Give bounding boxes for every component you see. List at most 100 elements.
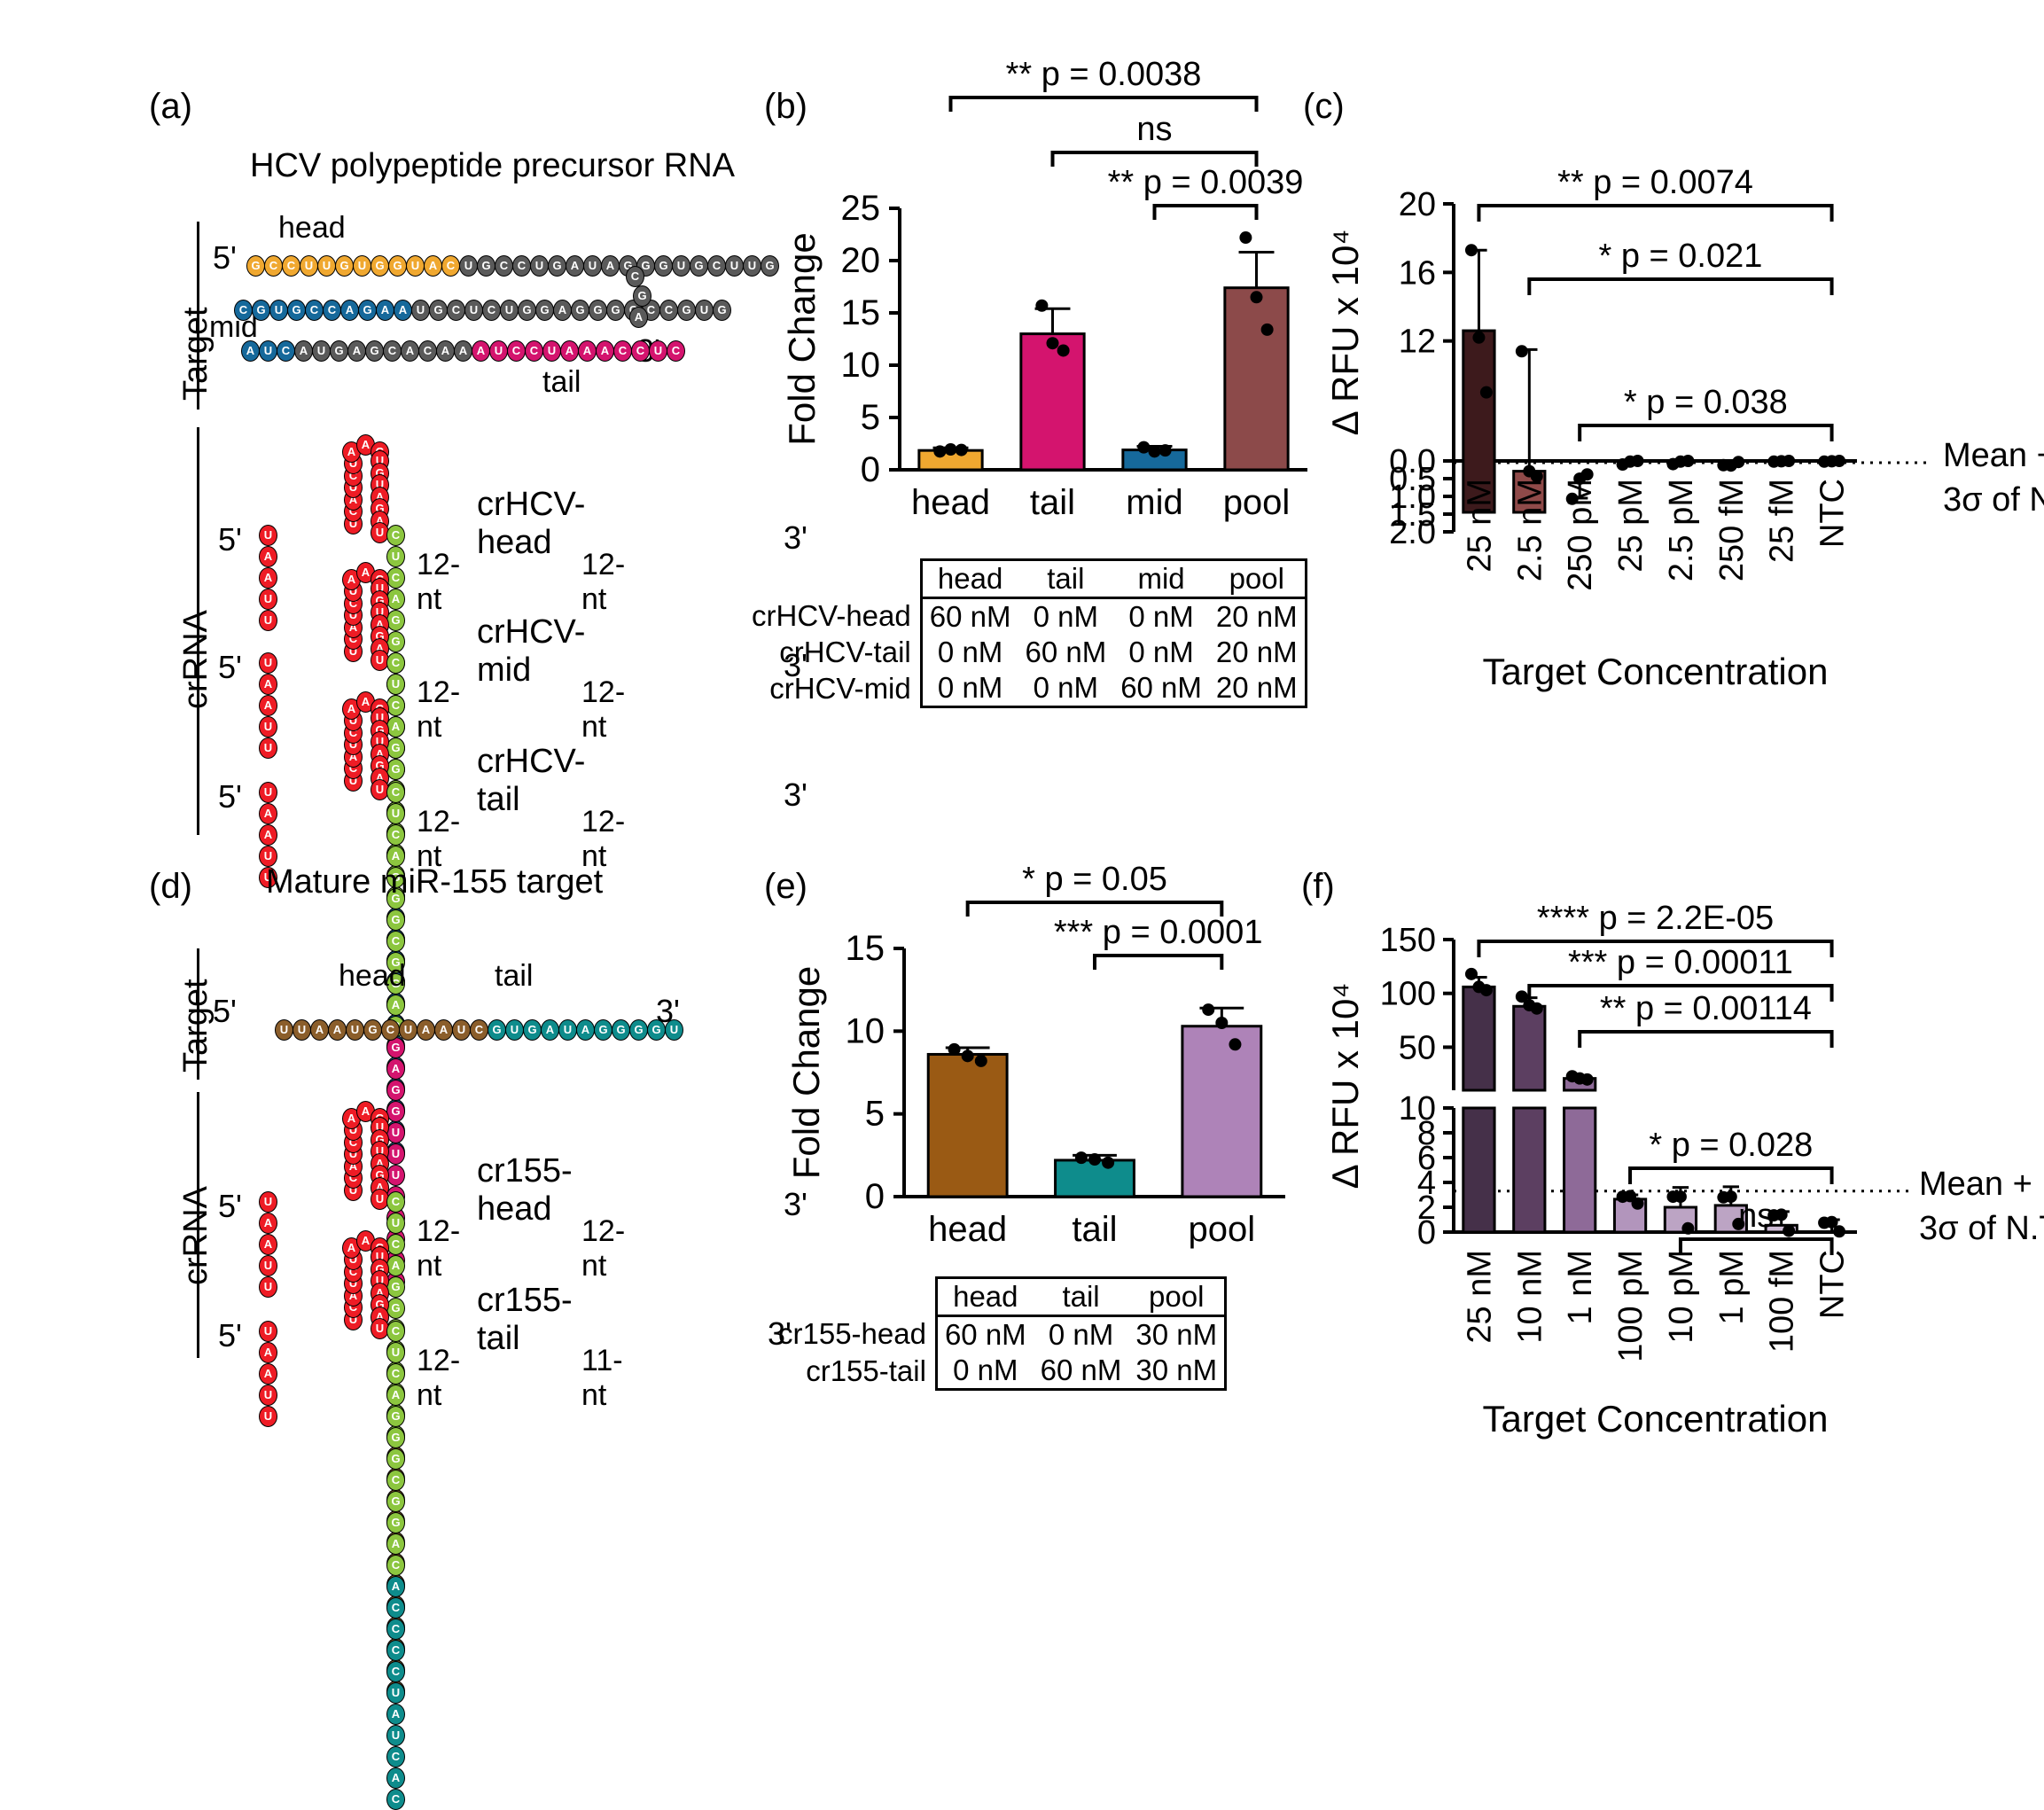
chart-svg: 0 5 10 15 Fold Change head tail pool * p = 0.05 *… bbox=[785, 861, 1285, 1249]
significance-bracket bbox=[1678, 1237, 1834, 1255]
nucleotide-bead: G bbox=[386, 1101, 405, 1122]
x-tick-label: tail bbox=[1030, 483, 1075, 522]
significance-label: ns bbox=[1738, 1198, 1774, 1235]
nucleotide-bead: G bbox=[633, 285, 651, 307]
bar-lower-segment bbox=[1462, 1106, 1496, 1234]
crrna-5tail-beads: UAAUU bbox=[259, 1321, 277, 1427]
nucleotide-bead: G bbox=[429, 300, 448, 321]
nucleotide-bead: U bbox=[312, 340, 331, 362]
crrna-5tail-beads: UAAUU bbox=[259, 525, 277, 631]
x-tick-label: pool bbox=[1223, 483, 1291, 522]
data-point bbox=[1783, 455, 1796, 467]
nucleotide-bead: G bbox=[677, 300, 696, 321]
significance-bracket bbox=[1628, 1166, 1834, 1184]
nucleotide-bead: G bbox=[713, 300, 731, 321]
significance-label: * p = 0.038 bbox=[1624, 384, 1788, 421]
nucleotide-bead: C bbox=[386, 652, 405, 674]
x-tick-label: 10 nM bbox=[1511, 1250, 1549, 1344]
target-tail-label-a: tail bbox=[542, 365, 581, 399]
bar-lower-segment bbox=[1563, 1106, 1597, 1234]
y-tick-label: 1.5 bbox=[1389, 496, 1436, 534]
chart-svg: 0.00.51.01.52.0 20 16 12 Δ RFU x 10⁴ 25 nM 2.5… bbox=[1324, 164, 2044, 692]
data-point bbox=[1631, 1197, 1644, 1210]
table-cell: 0 nM bbox=[1128, 636, 1194, 668]
nucleotide-bead: U bbox=[542, 340, 561, 362]
nucleotide-bead: G bbox=[518, 300, 536, 321]
nucleotide-bead: U bbox=[259, 1385, 277, 1406]
chart-svg: 0 5 10 15 20 25 Fold Change head tail mid pool ** p… bbox=[781, 56, 1307, 522]
crrna-5tail-beads: UAAUU bbox=[259, 1191, 277, 1298]
data-point bbox=[1479, 386, 1493, 399]
nucleotide-bead: A bbox=[376, 300, 394, 321]
nucleotide-bead: A bbox=[386, 1385, 405, 1406]
data-point bbox=[1580, 1073, 1594, 1086]
nucleotide-bead: C bbox=[264, 255, 283, 277]
data-point bbox=[1775, 1208, 1788, 1221]
crrna-5tail-beads: UAAUU bbox=[259, 652, 277, 759]
crrna-name: crHCV-head bbox=[477, 486, 586, 561]
nucleotide-bead: U bbox=[452, 1019, 471, 1041]
nucleotide-bead: A bbox=[629, 307, 648, 328]
nucleotide-bead: C bbox=[386, 1789, 405, 1810]
y-tick-label: 5 bbox=[865, 1095, 885, 1134]
nucleotide-bead: C bbox=[482, 300, 501, 321]
nucleotide-bead: C bbox=[277, 340, 295, 362]
table-col-header: pool bbox=[1208, 558, 1307, 598]
table-cell: 0 nM bbox=[919, 635, 1018, 670]
nucleotide-bead: U bbox=[259, 1191, 277, 1213]
nucleotide-bead: U bbox=[464, 300, 483, 321]
nucleotide-bead: A bbox=[417, 1019, 435, 1041]
crrna-right-nt-label: 12-nt bbox=[581, 1214, 626, 1283]
nucleotide-bead: A bbox=[560, 340, 579, 362]
significance-bracket bbox=[1578, 1030, 1834, 1048]
data-point bbox=[1137, 441, 1151, 454]
nucleotide-bead: A bbox=[259, 1342, 277, 1363]
y-tick-label: 10 bbox=[846, 1011, 885, 1050]
nucleotide-bead: C bbox=[386, 1363, 405, 1385]
nucleotide-bead: G bbox=[386, 737, 405, 759]
x-tick-label: 25 nM bbox=[1461, 479, 1498, 573]
nucleotide-bead: G bbox=[654, 255, 673, 277]
nucleotide-bead: C bbox=[386, 1234, 405, 1255]
nucleotide-bead: G bbox=[612, 1019, 630, 1041]
nucleotide-bead: G bbox=[386, 1491, 405, 1512]
data-point bbox=[1479, 984, 1493, 997]
nucleotide-bead: G bbox=[594, 1019, 612, 1041]
data-point bbox=[1530, 470, 1543, 483]
x-tick-label: NTC bbox=[1814, 1250, 1852, 1319]
table-row-label: crHCV-head bbox=[752, 599, 911, 633]
nucleotide-bead: A bbox=[259, 1234, 277, 1255]
y-tick-label: 4 bbox=[1417, 1165, 1436, 1202]
nucleotide-bead: U bbox=[259, 340, 277, 362]
x-tick-label: 25 nM bbox=[1461, 1250, 1498, 1344]
panel-b-letter: (b) bbox=[764, 87, 807, 126]
nucleotide-bead: U bbox=[743, 255, 761, 277]
nucleotide-bead: U bbox=[259, 782, 277, 803]
significance-bracket bbox=[965, 901, 1224, 917]
nucleotide-bead: U bbox=[259, 1255, 277, 1276]
nucleotide-bead: U bbox=[411, 300, 430, 321]
nucleotide-bead: A bbox=[386, 1704, 405, 1725]
significance-label: *** p = 0.0001 bbox=[1054, 914, 1263, 951]
threshold-caption-line1: Mean + bbox=[1919, 1166, 2032, 1203]
table-row: crHCV-head 60 nM 0 nM 0 nM 20 nM bbox=[745, 597, 1307, 635]
nucleotide-bead: A bbox=[553, 300, 572, 321]
crrna-left-nt-label: 12-nt bbox=[417, 805, 461, 873]
nucleotide-bead: A bbox=[454, 340, 472, 362]
y-tick-label: 8 bbox=[1417, 1115, 1436, 1152]
nucleotide-bead: U bbox=[386, 1725, 405, 1746]
table-cell: 60 nM bbox=[919, 597, 1018, 635]
y-axis-label: Fold Change bbox=[781, 232, 823, 446]
nucleotide-bead: A bbox=[328, 1019, 347, 1041]
x-tick-label: 100 fM bbox=[1764, 1250, 1801, 1353]
target-head-label-a: head bbox=[278, 211, 346, 245]
nucleotide-bead: C bbox=[386, 1321, 405, 1342]
nucleotide-bead: U bbox=[386, 546, 405, 567]
nucleotide-bead: G bbox=[386, 759, 405, 780]
nucleotide-bead: C bbox=[659, 300, 678, 321]
nucleotide-bead: U bbox=[406, 255, 425, 277]
data-point bbox=[1088, 1153, 1101, 1166]
hairpin-loop-bead: A bbox=[356, 562, 375, 583]
bar bbox=[926, 1052, 1009, 1198]
